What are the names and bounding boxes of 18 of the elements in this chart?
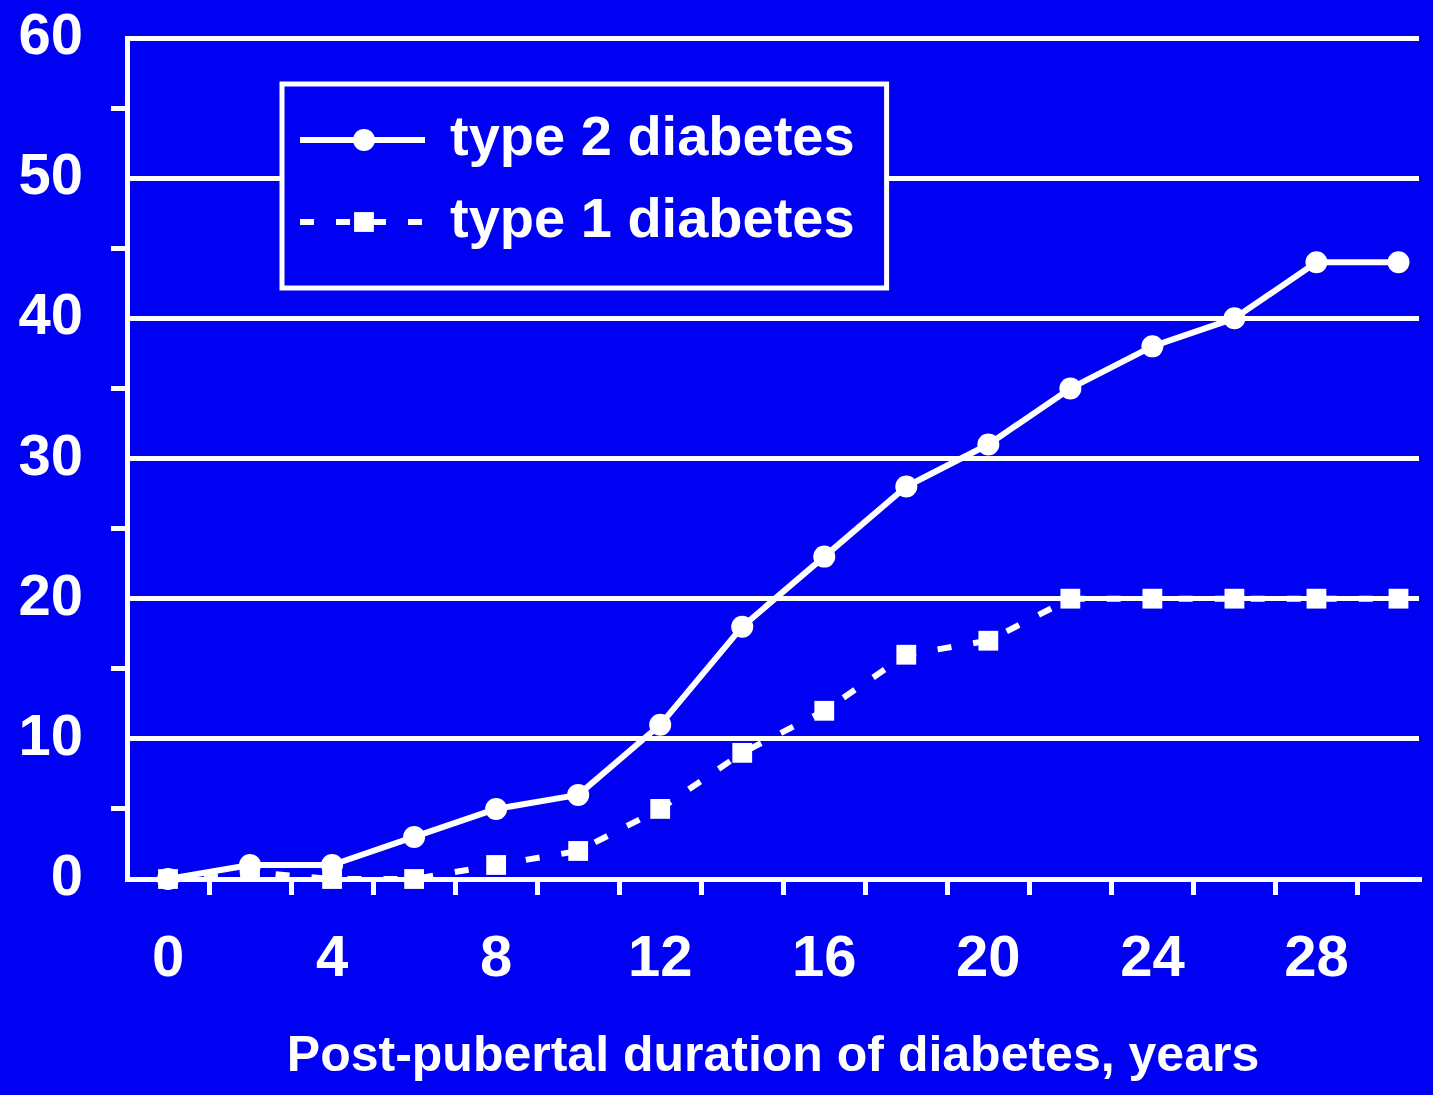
- legend-label: type 1 diabetes: [450, 186, 855, 250]
- x-tick-label: 4: [315, 922, 349, 988]
- x-tick-label: 16: [792, 922, 857, 988]
- y-tick-label: 50: [18, 141, 83, 207]
- y-tick-label: 10: [18, 701, 83, 767]
- x-tick-label: 0: [151, 922, 185, 988]
- x-tick-label: 12: [627, 922, 693, 988]
- x-axis-title: Post-pubertal duration of diabetes, years: [286, 1025, 1260, 1082]
- x-tick-label: 24: [1120, 922, 1185, 988]
- y-tick-label: 20: [18, 561, 83, 627]
- x-tick-label: 28: [1284, 922, 1349, 988]
- y-tick-label: 30: [18, 421, 83, 487]
- x-tick-label: 20: [956, 922, 1021, 988]
- x-tick-label: 8: [480, 922, 513, 988]
- y-tick-label: 40: [18, 281, 83, 347]
- y-tick-label: 60: [18, 1, 83, 66]
- legend-label: type 2 diabetes: [450, 104, 855, 168]
- y-tick-label: 0: [50, 842, 83, 907]
